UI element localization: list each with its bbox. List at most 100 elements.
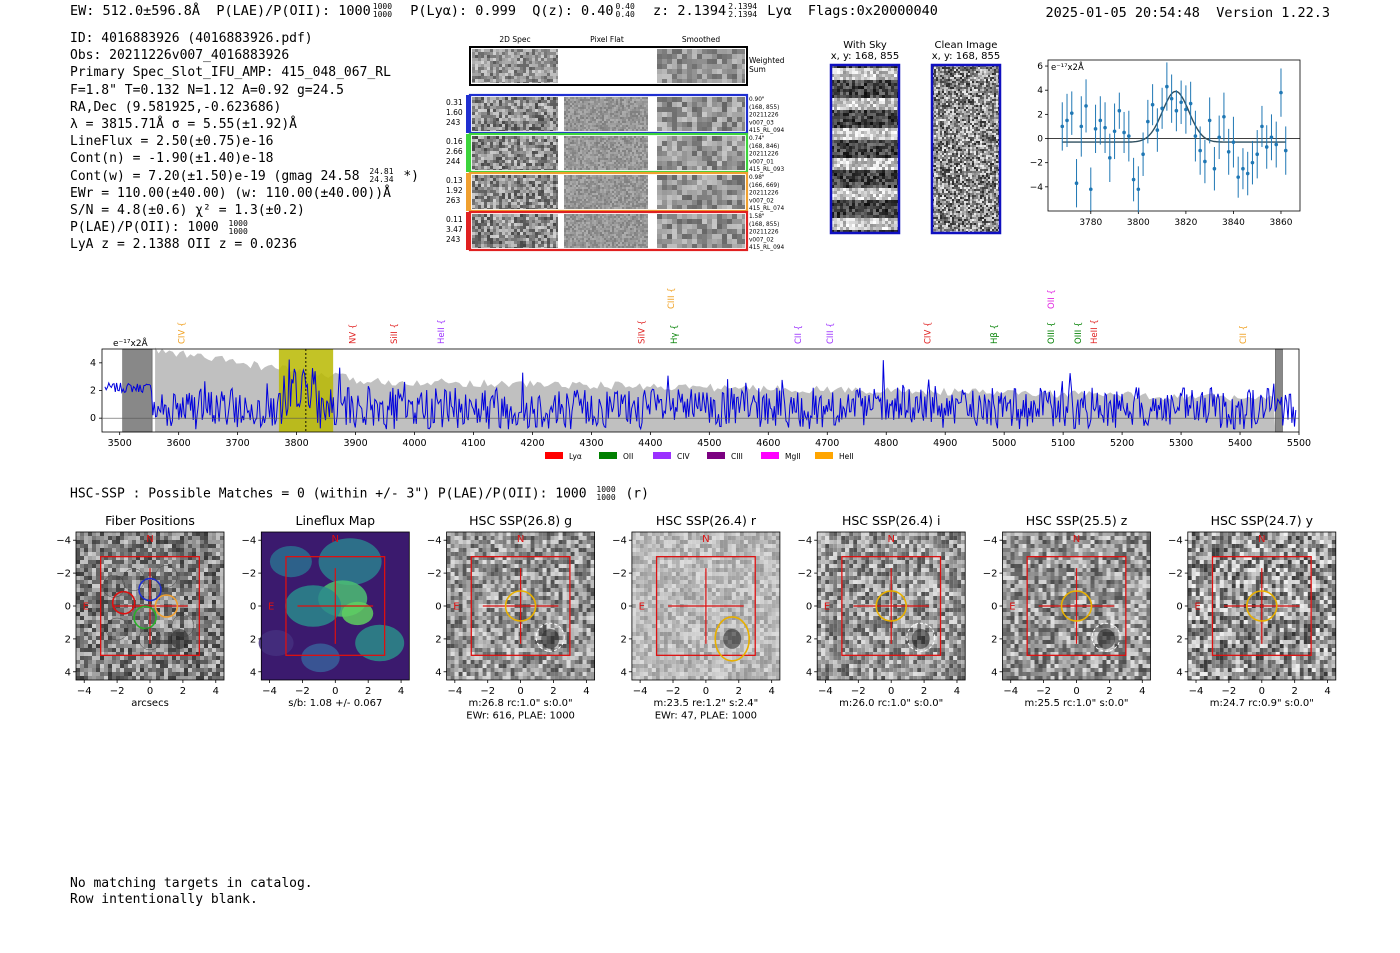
pixel [636,207,638,209]
pixel [586,148,588,150]
pixel [517,139,520,142]
header-line-id: Lyα [767,3,792,19]
pixel [737,156,742,161]
pixel [687,79,692,83]
pixel [505,214,508,217]
pixel [618,193,620,195]
pixel [614,199,616,201]
pixel [722,59,727,64]
pixel [632,228,634,230]
pixel [541,79,544,82]
pixel [547,145,550,148]
pixel [520,61,523,64]
pixel [472,145,475,148]
pixel [592,101,594,103]
pixel [628,160,630,162]
pixel [632,234,634,236]
pixel [502,196,505,199]
pixel [717,117,722,122]
pixel [640,222,642,224]
pixel [572,142,574,144]
pixel [644,232,646,234]
pixel [592,109,594,111]
pixel [568,101,570,103]
pixel [626,150,628,152]
pixel [544,190,547,193]
pixel [490,136,493,139]
pixel [742,141,745,146]
pixel [608,140,610,142]
pixel [667,205,672,209]
pixel [727,195,732,200]
pixel [484,244,487,247]
pixel [612,121,614,123]
pixel [541,124,544,127]
pixel [590,199,592,201]
pixel [626,154,628,156]
pixel [638,125,640,127]
pixel [614,97,616,99]
pixel [588,236,590,238]
pixel [682,59,687,64]
pixel [620,136,622,138]
pixel [642,140,644,142]
pixel [707,102,712,107]
pixel [628,205,630,207]
pixel [582,220,584,222]
pixel [532,187,535,190]
pixel [632,222,634,224]
pixel [526,223,529,226]
pixel [604,156,606,158]
pixel [646,113,648,115]
pixel [722,127,727,131]
pixel [529,49,532,52]
pixel [526,241,529,244]
pixel [662,112,667,117]
pixel [626,193,628,195]
pixel [517,97,520,100]
pixel [523,214,526,217]
pixel [582,224,584,226]
pixel [481,235,484,238]
pixel [570,181,572,183]
pixel [572,121,574,123]
pixel [508,112,511,115]
pixel [630,148,632,150]
pixel [604,191,606,193]
pixel [538,181,541,184]
pixel [722,180,727,185]
pixel [644,179,646,181]
pixel [538,67,541,70]
pixel [566,234,568,236]
pixel [612,203,614,205]
pixel [588,193,590,195]
pixel [598,232,600,234]
pixel [511,175,514,178]
pixel [596,224,598,226]
pixel [566,181,568,183]
pixel [682,200,687,205]
pixel [620,230,622,232]
pixel [576,152,578,154]
pixel [636,222,638,224]
pixel [556,118,558,121]
pixel [612,216,614,218]
pixel [523,55,526,58]
pixel [547,226,550,229]
pixel [566,203,568,205]
pixel [634,154,636,156]
pixel [657,74,662,79]
pixel [602,154,604,156]
pixel [624,154,626,156]
pixel [620,148,622,150]
pixel [630,115,632,117]
pixel [742,205,745,209]
pixel [547,154,550,157]
pixel [622,220,624,222]
pixel [596,148,598,150]
pixel [638,144,640,146]
pixel [472,103,475,106]
pixel [630,121,632,123]
pixel [612,97,614,99]
pixel [478,241,481,244]
